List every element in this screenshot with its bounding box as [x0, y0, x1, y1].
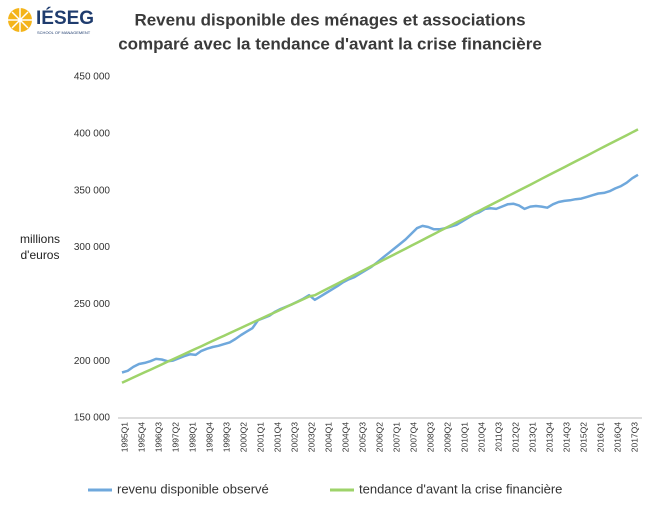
x-tick-label: 1999Q3	[221, 422, 231, 453]
logo: IÉSEG SCHOOL OF MANAGEMENT	[8, 7, 94, 35]
x-tick-label: 1998Q4	[204, 422, 214, 453]
x-tick-label: 2010Q4	[476, 422, 486, 453]
x-tick-label: 2013Q1	[528, 422, 538, 453]
line-series	[121, 173, 639, 374]
y-tick-label: 250 000	[74, 299, 111, 310]
x-tick-label: 2008Q3	[425, 422, 435, 453]
logo-name: IÉSEG	[36, 7, 94, 29]
logo-icon-lines	[8, 8, 32, 32]
legend-label: tendance d'avant la crise financière	[359, 481, 562, 496]
x-tick-label: 2013Q4	[545, 422, 555, 453]
x-tick-label: 2005Q3	[357, 422, 367, 453]
x-tick-label: 2011Q3	[493, 422, 503, 452]
x-tick-label: 2001Q1	[255, 422, 265, 453]
x-tick-label: 2003Q2	[306, 422, 316, 453]
x-tick-label: 2016Q4	[613, 422, 623, 453]
x-tick-label: 2001Q4	[272, 422, 282, 453]
x-tick-label: 1997Q2	[170, 422, 180, 453]
y-tick-label: 350 000	[74, 185, 111, 196]
chart-title: comparé avec la tendance d'avant la cris…	[118, 34, 542, 53]
x-tick-label: 2007Q4	[408, 422, 418, 453]
x-tick-label: 2002Q3	[289, 422, 299, 453]
x-tick-label: 2016Q1	[596, 422, 606, 453]
x-tick-label: 2009Q2	[442, 422, 452, 453]
y-tick-label: 400 000	[74, 128, 111, 139]
y-axis-label: d'euros	[21, 248, 60, 262]
chart-title: Revenu disponible des ménages et associa…	[134, 10, 525, 29]
x-tick-label: 2000Q2	[238, 422, 248, 453]
x-tick-label: 1998Q1	[187, 422, 197, 453]
x-tick-label: 1995Q1	[119, 422, 129, 453]
y-tick-label: 200 000	[74, 356, 111, 367]
y-axis-label: millions	[20, 232, 60, 246]
x-tick-label: 1996Q3	[153, 422, 163, 453]
x-tick-label: 2004Q4	[340, 422, 350, 453]
legend-label: revenu disponible observé	[117, 481, 269, 496]
logo-tagline: SCHOOL OF MANAGEMENT	[37, 30, 91, 35]
x-tick-label: 2007Q1	[391, 422, 401, 453]
x-tick-label: 2015Q2	[579, 422, 589, 453]
x-tick-label: 2006Q2	[374, 422, 384, 453]
y-tick-label: 300 000	[74, 242, 111, 253]
x-tick-label: 2010Q1	[459, 422, 469, 453]
x-tick-label: 2012Q2	[511, 422, 521, 453]
line-series	[121, 128, 639, 384]
x-tick-label: 2017Q3	[630, 422, 640, 453]
y-tick-label: 150 000	[74, 413, 111, 424]
x-tick-label: 2004Q1	[323, 422, 333, 453]
x-tick-label: 2014Q3	[562, 422, 572, 453]
x-tick-label: 1995Q4	[136, 422, 146, 453]
y-tick-label: 450 000	[74, 72, 111, 83]
